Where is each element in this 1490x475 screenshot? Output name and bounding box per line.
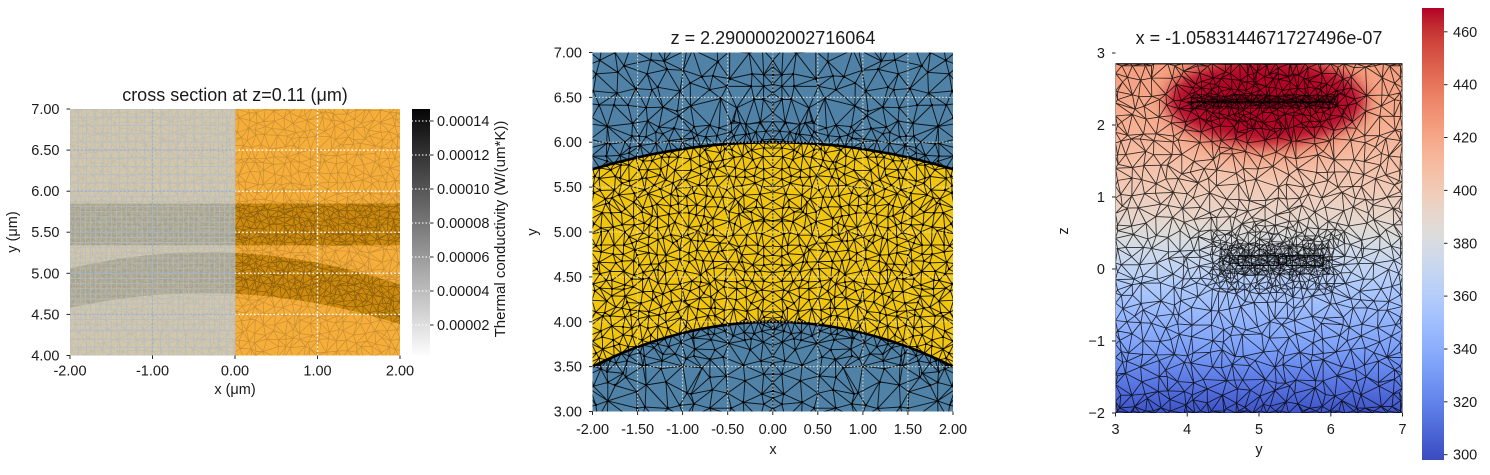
svg-text:1.50: 1.50 [894,422,922,438]
svg-text:-2.00: -2.00 [53,364,86,380]
svg-text:x = -1.0583144671727496e-07: x = -1.0583144671727496e-07 [1136,28,1383,48]
svg-text:5.50: 5.50 [31,225,59,241]
svg-text:5.50: 5.50 [554,180,582,196]
svg-text:3.50: 3.50 [554,360,582,376]
svg-text:-2.00: -2.00 [576,422,609,438]
svg-text:3.00: 3.00 [554,405,582,421]
svg-text:5: 5 [1255,422,1263,438]
svg-text:2: 2 [1097,118,1105,134]
svg-text:cross section at z=0.11 (μm): cross section at z=0.11 (μm) [122,85,348,105]
svg-text:z: z [1056,227,1072,234]
svg-text:z = 2.2900002002716064: z = 2.2900002002716064 [671,28,876,48]
svg-text:340: 340 [1453,342,1477,358]
svg-text:-0.50: -0.50 [711,422,744,438]
svg-text:1: 1 [1097,190,1105,206]
svg-text:-1.00: -1.00 [136,364,169,380]
svg-text:460: 460 [1453,25,1477,41]
svg-text:y (μm): y (μm) [5,211,21,252]
svg-text:4: 4 [1183,422,1191,438]
svg-text:3: 3 [1111,422,1119,438]
svg-text:4.50: 4.50 [554,270,582,286]
svg-text:0.00006: 0.00006 [437,250,489,266]
svg-text:5.00: 5.00 [554,225,582,241]
svg-text:-1.50: -1.50 [621,422,654,438]
svg-text:Thermal conductivity (W/(um*K): Thermal conductivity (W/(um*K)) [492,121,509,338]
svg-text:0.00014: 0.00014 [437,114,489,130]
svg-text:0.00010: 0.00010 [437,182,489,198]
svg-text:7.00: 7.00 [554,46,582,62]
svg-text:7.00: 7.00 [31,102,59,118]
svg-text:0.00012: 0.00012 [437,148,489,164]
svg-text:4.50: 4.50 [31,307,59,323]
svg-text:6.50: 6.50 [554,90,582,106]
svg-text:6.00: 6.00 [554,135,582,151]
svg-text:2.00: 2.00 [386,364,414,380]
svg-text:2.00: 2.00 [939,422,967,438]
svg-text:−2: −2 [1088,406,1105,422]
svg-text:420: 420 [1453,131,1477,147]
svg-text:440: 440 [1453,78,1477,94]
svg-text:-1.00: -1.00 [666,422,699,438]
svg-text:x: x [769,442,777,458]
svg-text:360: 360 [1453,289,1477,305]
svg-text:3: 3 [1097,46,1105,62]
svg-text:0: 0 [1097,262,1105,278]
svg-text:y: y [1255,442,1263,458]
svg-text:300: 300 [1453,448,1477,464]
svg-text:0.00: 0.00 [221,364,249,380]
svg-text:0.00: 0.00 [759,422,787,438]
svg-text:6.00: 6.00 [31,184,59,200]
svg-text:6: 6 [1327,422,1335,438]
svg-text:4.00: 4.00 [31,349,59,365]
svg-text:1.00: 1.00 [849,422,877,438]
svg-text:400: 400 [1453,183,1477,199]
svg-text:5.00: 5.00 [31,266,59,282]
svg-text:7: 7 [1398,422,1406,438]
svg-text:0.50: 0.50 [804,422,832,438]
svg-text:0.00002: 0.00002 [437,318,489,334]
svg-text:4.00: 4.00 [554,315,582,331]
svg-text:380: 380 [1453,236,1477,252]
svg-text:−1: −1 [1088,334,1105,350]
svg-text:320: 320 [1453,395,1477,411]
svg-text:y: y [525,228,541,236]
svg-text:6.50: 6.50 [31,143,59,159]
svg-text:0.00004: 0.00004 [437,284,489,300]
svg-text:1.00: 1.00 [303,364,331,380]
svg-text:x (μm): x (μm) [214,382,255,398]
svg-text:0.00008: 0.00008 [437,216,489,232]
